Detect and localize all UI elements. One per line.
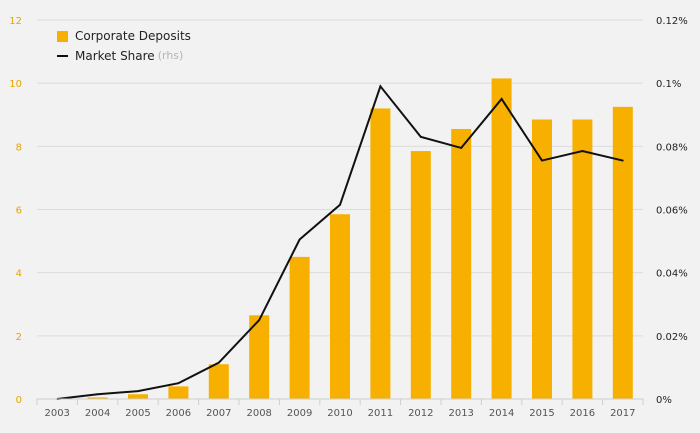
line-point	[621, 159, 624, 162]
x-tick-label: 2008	[246, 408, 271, 419]
y-left-tick-label: 8	[16, 142, 22, 153]
x-tick-label: 2011	[368, 408, 393, 419]
x-tick-label: 2013	[448, 408, 473, 419]
y-right-tick-label: 0.04%	[656, 269, 688, 280]
y-left-tick-label: 2	[16, 332, 22, 343]
bar	[128, 394, 148, 399]
x-tick-label: 2016	[570, 408, 595, 419]
x-tick-label: 2015	[529, 408, 554, 419]
line-point	[177, 382, 180, 385]
y-right-tick-label: 0.06%	[656, 206, 688, 217]
bar	[249, 315, 270, 399]
x-tick-label: 2012	[408, 408, 433, 419]
legend-label: Corporate Deposits	[75, 29, 191, 43]
legend-label: Market Share	[75, 49, 155, 63]
line-point	[96, 393, 99, 396]
x-tick-label: 2009	[287, 408, 312, 419]
x-tick-label: 2003	[44, 408, 69, 419]
x-tick-label: 2005	[125, 408, 150, 419]
line-point	[298, 238, 301, 241]
x-tick-label: 2017	[610, 408, 635, 419]
bar	[410, 151, 431, 399]
y-left-tick-label: 10	[9, 79, 22, 90]
y-left-tick-label: 6	[16, 206, 22, 217]
bar	[370, 108, 391, 399]
bar	[572, 119, 593, 400]
legend-item-corporate-deposits: Corporate Deposits	[57, 26, 191, 46]
y-right-tick-label: 0.02%	[656, 332, 688, 343]
bar	[289, 256, 310, 399]
bar	[612, 106, 633, 400]
bar	[208, 364, 229, 399]
y-right-tick-label: 0.1%	[656, 79, 681, 90]
y-right-tick-label: 0.12%	[656, 16, 688, 27]
bar-series	[87, 78, 633, 400]
x-tick-label: 2014	[489, 408, 514, 419]
line-point	[500, 98, 503, 100]
bar	[532, 119, 552, 400]
bar	[87, 397, 108, 399]
legend-note: (rhs)	[157, 49, 184, 62]
bar	[330, 214, 350, 399]
y-left-tick-label: 12	[9, 16, 22, 27]
y-left-tick-label: 0	[16, 395, 22, 406]
line-point	[258, 319, 261, 321]
line-point	[339, 203, 341, 206]
line-point	[137, 390, 139, 393]
line-point	[460, 147, 463, 149]
line-point	[379, 85, 382, 88]
legend-swatch-bar	[57, 30, 68, 42]
line-point	[581, 150, 584, 152]
x-tick-label: 2006	[166, 408, 191, 419]
line-point	[419, 135, 422, 138]
y-right-tick-label: 0%	[656, 395, 672, 406]
legend-swatch-line	[57, 55, 68, 57]
bar	[168, 386, 189, 399]
axes: 0 0% 2 0.02% 4 0.04% 6 0.06% 8 0.08% 10 0.1% 12 0.12%…	[9, 16, 688, 419]
legend: Corporate Deposits Market Share (rhs)	[57, 26, 191, 66]
bar	[451, 128, 472, 399]
line-point	[541, 159, 543, 162]
x-tick-label: 2007	[206, 408, 231, 419]
bar	[491, 78, 512, 399]
x-tick-label: 2010	[327, 408, 352, 419]
line-point	[217, 361, 220, 364]
legend-item-market-share: Market Share (rhs)	[57, 46, 191, 66]
y-left-tick-label: 4	[16, 269, 22, 280]
y-right-tick-label: 0.08%	[656, 142, 688, 153]
x-tick-label: 2004	[85, 408, 110, 419]
